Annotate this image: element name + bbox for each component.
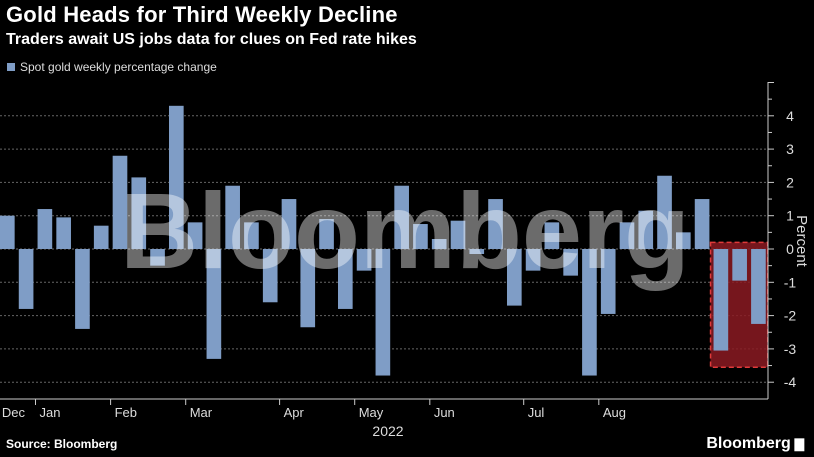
bar [168,105,184,249]
y-tick-label: -3 [784,341,797,357]
bar [525,249,541,271]
bar [488,199,503,249]
bar [563,249,578,276]
bar [56,217,71,249]
y-tick-label: -1 [784,274,797,290]
legend: Spot gold weekly percentage change [7,60,217,74]
bar [187,222,203,249]
bar [600,249,616,314]
bar [732,249,747,281]
bar [37,209,53,249]
bar [450,220,466,249]
bar [675,232,691,249]
bar [206,249,222,359]
y-tick-label: -4 [784,374,797,390]
bar [319,219,334,249]
bar [356,249,372,271]
chart-icon: ▇ [794,437,804,451]
x-tick-label: Dec [2,405,26,420]
bar [582,249,597,376]
bar [300,249,316,328]
bar [75,249,90,329]
bar [469,249,485,254]
chart-title: Gold Heads for Third Weekly Decline [6,2,398,27]
bar [694,199,710,249]
y-axis-label: Percent [793,215,810,268]
bar [506,249,522,306]
x-tick-label: Apr [284,405,305,420]
legend-label: Spot gold weekly percentage change [20,60,217,74]
x-tick-label: Aug [603,405,626,420]
y-tick-label: 0 [786,241,794,257]
y-tick-label: -2 [784,308,797,324]
brand-label: Bloomberg [706,435,791,452]
bar [244,222,259,249]
x-tick-label: Jan [39,405,60,420]
bar [337,249,353,309]
bar [544,222,560,249]
bar [93,225,109,249]
y-tick-label: 3 [786,141,794,157]
x-year-label: 2022 [372,423,403,439]
bar [657,175,672,249]
legend-swatch [7,63,15,71]
bar [619,222,635,249]
chart-subtitle: Traders await US jobs data for clues on … [6,31,417,48]
source-note: Source: Bloomberg [6,437,118,451]
bar [225,185,240,249]
bar [751,249,766,324]
bar [413,224,428,249]
y-tick-label: 1 [786,208,794,224]
watermark: Bloomberg [120,170,690,291]
x-tick-label: Mar [190,405,213,420]
bar [375,249,391,376]
bar [713,249,729,351]
bar [262,249,278,303]
x-tick-label: Jul [528,405,545,420]
bar [18,249,34,309]
bar [281,199,297,249]
brand-logo: Bloomberg ▇ [706,435,804,453]
bar [150,249,165,266]
bar [0,215,15,249]
x-tick-label: Jun [434,405,455,420]
x-tick-label: May [359,405,384,420]
y-tick-label: 4 [786,108,794,124]
bar [431,239,447,249]
bar [131,177,147,249]
y-tick-label: 2 [786,174,794,190]
bar [638,210,654,249]
bar [112,155,128,249]
bar [394,185,409,249]
x-tick-label: Feb [115,405,137,420]
